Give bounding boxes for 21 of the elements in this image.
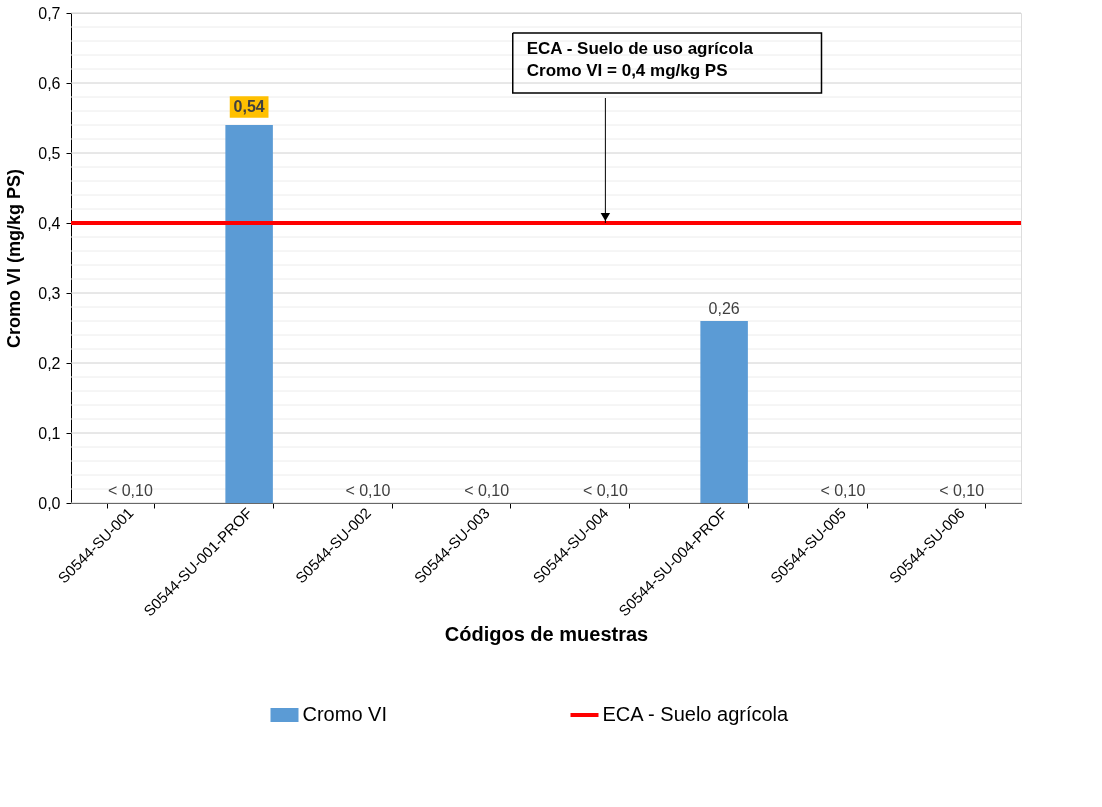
text: < 0,10 <box>107 482 153 499</box>
text: < 0,10 <box>820 482 866 499</box>
y-axis-title: Cromo VI (mg/kg PS) <box>4 168 25 349</box>
text: < 0,10 <box>345 482 391 499</box>
y-tick-label: 0,5 <box>38 144 61 162</box>
y-tick-label: 0,0 <box>38 494 61 512</box>
y-tick-label: 0,3 <box>38 284 61 302</box>
data-label: 0,54 <box>233 98 265 115</box>
x-axis-title: Códigos de muestras <box>444 623 649 646</box>
legend-label: ECA - Suelo agrícola <box>602 703 790 725</box>
y-tick-label: 0,1 <box>38 424 61 442</box>
data-label: 0,26 <box>708 300 740 317</box>
y-tick-label: 0,6 <box>38 74 61 92</box>
text: < 0,10 <box>464 482 510 499</box>
y-tick-label: 0,2 <box>38 354 61 372</box>
legend-label: Cromo VI <box>302 703 387 725</box>
y-tick-label: 0,7 <box>38 4 61 22</box>
annotation: ECA - Suelo de uso agrícola Cromo VI = 0,4 mg/kg PS <box>526 39 754 80</box>
y-tick-label: 0,4 <box>38 214 61 232</box>
text: < 0,10 <box>939 482 985 499</box>
text: < 0,10 <box>582 482 628 499</box>
